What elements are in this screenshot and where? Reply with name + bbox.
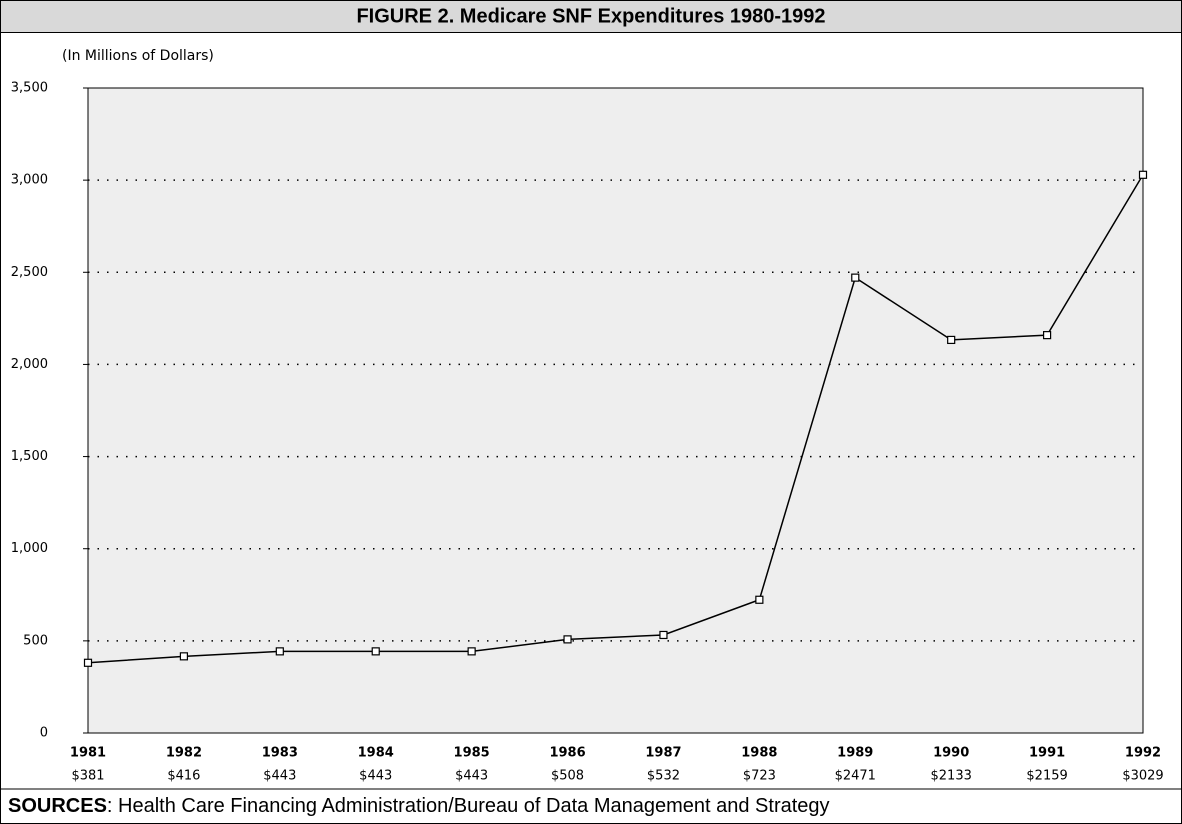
x-tick-label: 1990 — [933, 746, 969, 761]
x-tick-label: 1982 — [166, 746, 202, 761]
value-label: $2159 — [1026, 769, 1067, 784]
x-tick-label: 1989 — [837, 746, 873, 761]
data-point — [1042, 331, 1052, 340]
y-tick-label: 1,500 — [11, 449, 48, 464]
data-point — [179, 652, 189, 661]
data-point — [563, 635, 572, 644]
x-tick-label: 1983 — [262, 746, 298, 761]
value-label: $2471 — [835, 769, 876, 784]
data-point — [755, 595, 764, 604]
data-point — [467, 647, 476, 656]
x-tick-label: 1987 — [645, 746, 681, 761]
value-label: $508 — [551, 769, 584, 784]
y-tick-label: 3,000 — [11, 173, 48, 188]
sources-label: SOURCES — [8, 795, 107, 817]
data-point — [851, 273, 860, 282]
value-label: $2133 — [931, 769, 972, 784]
x-tick-label: 1988 — [741, 746, 777, 761]
chart-subtitle: (In Millions of Dollars) — [62, 48, 214, 64]
y-tick-label: 1,000 — [11, 541, 48, 556]
value-label: $532 — [647, 769, 680, 784]
title-bar — [0, 0, 1182, 33]
data-point — [659, 630, 668, 640]
y-tick-label: 500 — [23, 633, 48, 648]
x-tick-label: 1981 — [70, 746, 106, 761]
data-line — [87, 174, 1144, 664]
y-tick-label: 2,500 — [11, 265, 48, 280]
chart-title: FIGURE 2. Medicare SNF Expenditures 1980… — [356, 5, 825, 27]
y-tick-label: 2,000 — [11, 357, 48, 372]
x-tick-label: 1986 — [549, 746, 585, 761]
value-label: $3029 — [1122, 769, 1163, 784]
value-label: $416 — [167, 769, 200, 784]
x-tick-label: 1984 — [358, 746, 394, 761]
sources-text: : Health Care Financing Administration/B… — [107, 795, 830, 817]
plot-area — [87, 87, 1144, 734]
x-tick-label: 1985 — [454, 746, 490, 761]
value-label: $723 — [743, 769, 776, 784]
data-point — [275, 647, 284, 656]
x-tick-label: 1992 — [1125, 746, 1161, 761]
data-point — [371, 647, 380, 656]
data-point — [947, 335, 956, 345]
y-tick-label: 3,500 — [11, 81, 48, 96]
value-label: $443 — [359, 769, 392, 784]
y-tick-label: 0 — [40, 726, 48, 741]
value-label: $443 — [455, 769, 488, 784]
data-point — [83, 658, 93, 667]
value-label: $443 — [263, 769, 296, 784]
value-label: $381 — [71, 769, 104, 784]
sources: SOURCES: Health Care Financing Administr… — [8, 795, 830, 817]
data-point — [1138, 170, 1148, 179]
x-tick-label: 1991 — [1029, 746, 1065, 761]
